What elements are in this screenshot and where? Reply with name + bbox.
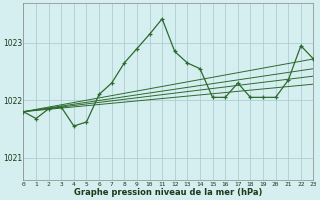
X-axis label: Graphe pression niveau de la mer (hPa): Graphe pression niveau de la mer (hPa) <box>74 188 263 197</box>
